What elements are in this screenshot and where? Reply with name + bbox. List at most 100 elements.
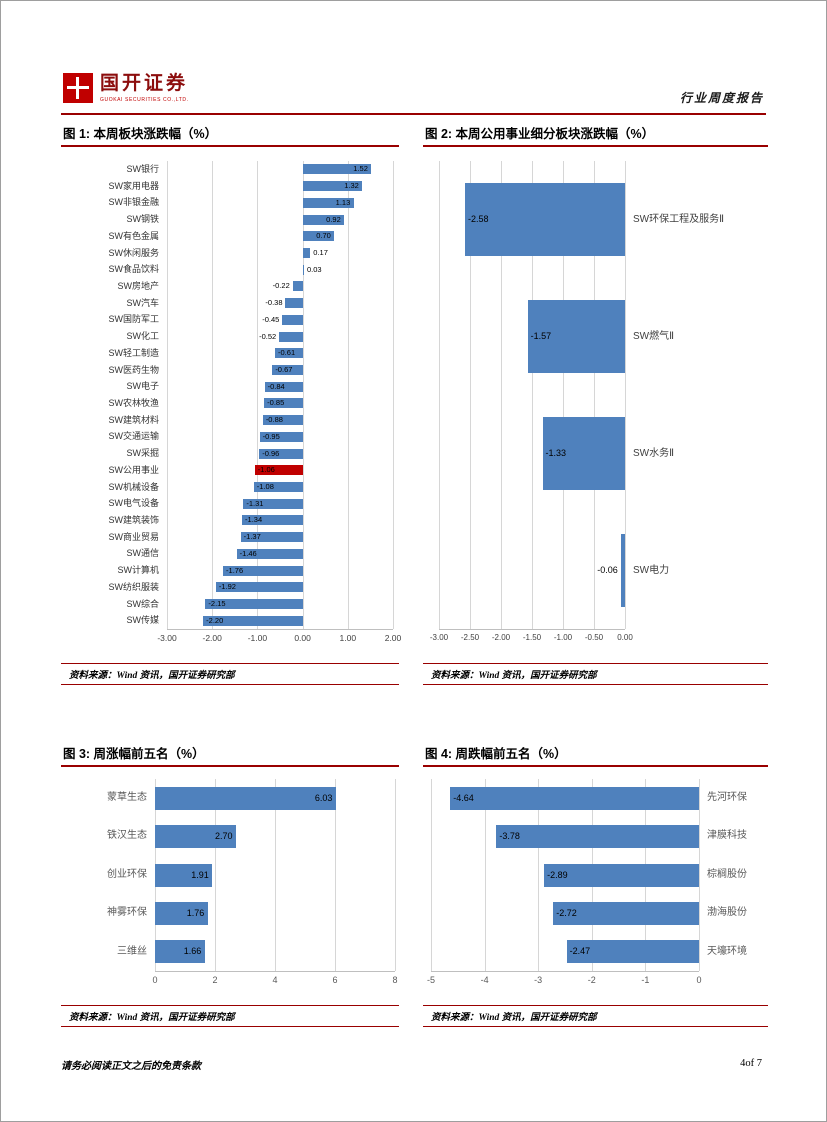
x-tick-label: 2.00 (384, 633, 402, 643)
chart3-plot: 6.03 2.70 1.91 1.76 1.66 0 2 4 6 8 蒙草生态 铁汉生态 创业环保 神雾环… (61, 775, 399, 997)
x-tick-label: 0.00 (294, 633, 311, 643)
bar-value-label: -0.95 (262, 431, 280, 441)
bar-value-label: 0.92 (326, 214, 341, 224)
chart2-section: 图 2: 本周公用事业细分板块涨跌幅（%） -2.58 -1.57 -1.33 -0.… (423, 123, 768, 685)
header-divider (61, 113, 766, 115)
bar-value-label: 1.66 (183, 946, 202, 957)
bar (553, 901, 699, 925)
x-tick-label: -2.00 (491, 633, 511, 642)
bar (544, 863, 699, 887)
category-label: 神雾环保 (107, 907, 147, 919)
x-tick-label: -1.00 (247, 633, 268, 643)
x-tick-label: 0.00 (617, 633, 633, 642)
x-tick-label: 4 (272, 975, 278, 985)
category-label: SW建筑装饰 (108, 515, 160, 525)
x-tick-label: -2.50 (460, 633, 480, 642)
x-tick-label: 6 (332, 975, 338, 985)
bar-value-label: -2.15 (208, 598, 226, 608)
category-label: 津膜科技 (707, 830, 747, 842)
bar-value-label: 1.52 (353, 164, 368, 174)
category-label: SW公用事业 (108, 464, 160, 475)
source-text: 资料来源：Wind 资讯，国开证券研究部 (69, 671, 235, 681)
category-label: SW通信 (126, 548, 160, 559)
bar (566, 940, 699, 964)
x-tick-label: -3 (534, 975, 543, 985)
chart4-section: 图 4: 周跌幅前五名（%） -4.64 -3.78 -2.89 -2.72 -2.47… (423, 743, 768, 1027)
gridline (469, 161, 471, 629)
category-label: 先河环保 (707, 792, 747, 803)
x-tick-label: 1.00 (339, 633, 357, 643)
bar-value-label: -0.88 (265, 415, 283, 425)
bar (302, 231, 335, 242)
bar (259, 431, 303, 442)
bar-value-label: -2.89 (547, 869, 568, 880)
chart2-title: 图 2: 本周公用事业细分板块涨跌幅（%） (425, 127, 655, 141)
category-label: 蒙草生态 (107, 792, 147, 803)
bar (155, 863, 213, 887)
bar (223, 565, 303, 576)
bar-value-label: 1.32 (344, 181, 359, 191)
category-label: 铁汉生态 (107, 830, 147, 842)
chart1-section: 图 1: 本周板块涨跌幅（%） 1.52 1.32 1.13 0.92 0.70 0.17… (61, 123, 401, 685)
bar-value-label: 0.17 (313, 247, 328, 257)
bar (259, 448, 303, 459)
chart4-title: 图 4: 周跌幅前五名（%） (425, 747, 567, 761)
bar (279, 331, 303, 342)
x-tick-label: 0 (152, 975, 158, 985)
chart2-title-underline (423, 145, 768, 147)
gridline (500, 161, 502, 629)
plot-area: -4.64 -3.78 -2.89 -2.72 -2.47 (430, 779, 700, 972)
bar-value-label: -1.08 (256, 481, 274, 491)
category-label: SW非银金融 (108, 197, 160, 208)
chart3-title-underline (61, 765, 399, 767)
bar-value-label: -0.84 (267, 381, 285, 391)
category-label: SW银行 (126, 164, 160, 174)
chart1-title-underline (61, 145, 399, 147)
bar (155, 786, 336, 810)
chart1-plot: 1.52 1.32 1.13 0.92 0.70 0.17 0.03 -0.22 -0.38 -0… (61, 155, 401, 655)
category-label: SW食品饮料 (108, 264, 160, 275)
bar-value-label: -2.72 (556, 907, 577, 918)
gridline (593, 161, 595, 629)
bar (621, 534, 625, 607)
bar (205, 598, 303, 609)
x-tick-label: -2.00 (202, 633, 222, 643)
category-label: SW传媒 (126, 615, 160, 626)
bar-value-label: -0.52 (259, 331, 277, 341)
chart3-section: 图 3: 周涨幅前五名（%） 6.03 2.70 1.91 1.76 1.66 0 2 4 6 8… (61, 743, 399, 1027)
chart3-source: 资料来源：Wind 资讯，国开证券研究部 (61, 1005, 399, 1027)
x-tick-label: -3.00 (157, 633, 177, 643)
bar (465, 183, 625, 256)
x-tick-label: -0.50 (584, 633, 604, 642)
category-label: SW环保工程及服务Ⅱ (633, 214, 725, 225)
category-label: SW汽车 (126, 297, 160, 308)
bar-value-label: 1.13 (335, 197, 351, 207)
bar (302, 214, 345, 225)
bar (155, 940, 205, 964)
bar (155, 825, 236, 849)
bar-value-label: 6.03 (314, 792, 333, 803)
chart4-title-underline (423, 765, 768, 767)
plot-area: -2.58 -1.57 -1.33 -0.06 (438, 161, 626, 630)
x-tick-label: -4 (480, 975, 489, 985)
gridline (562, 161, 564, 629)
bar-value-label: -1.76 (226, 565, 244, 575)
category-label: SW交通运输 (108, 431, 160, 442)
gridline (347, 161, 349, 629)
bar-value-label: 0.03 (306, 264, 322, 274)
bar (254, 465, 303, 476)
category-label: 三维丝 (117, 945, 147, 957)
bar (240, 532, 303, 543)
category-label: SW采掘 (126, 448, 160, 459)
logo-text-block: 国开证券 GUOKAI SECURITIES CO.,LTD. (100, 73, 189, 103)
bar (275, 348, 303, 359)
source-text: 资料来源：Wind 资讯，国开证券研究部 (431, 671, 597, 681)
chart4-source: 资料来源：Wind 资讯，国开证券研究部 (423, 1005, 768, 1027)
gridline (302, 161, 304, 629)
bar-value-label: -1.33 (545, 448, 567, 458)
gridline (256, 161, 258, 629)
company-logo: 国开证券 GUOKAI SECURITIES CO.,LTD. (63, 73, 189, 103)
bar (155, 901, 208, 925)
x-tick-label: -1 (641, 975, 650, 985)
